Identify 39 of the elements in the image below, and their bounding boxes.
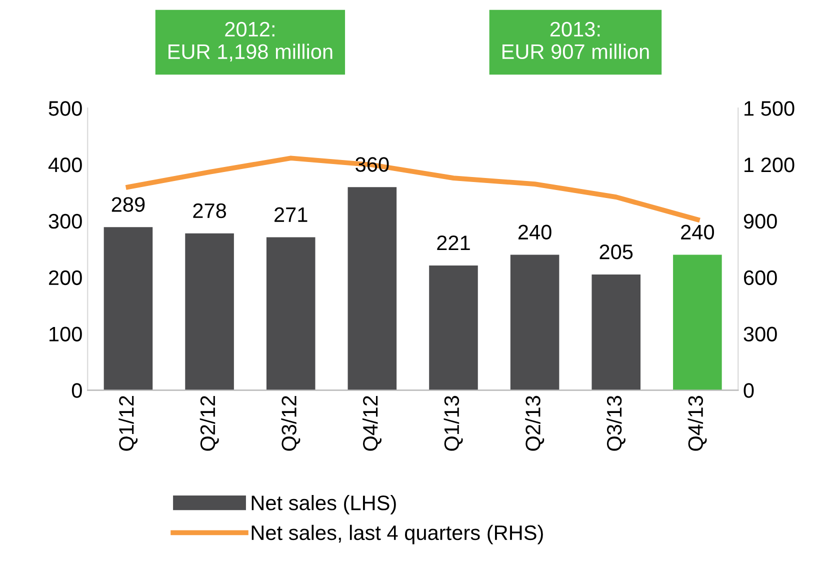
bar [348, 187, 397, 390]
x-tick-label: Q1/12 [118, 396, 138, 451]
x-tick-label: Q1/13 [444, 396, 463, 451]
data-label: 289 [112, 197, 145, 212]
legend-label: Net sales, last 4 quarters (RHS) [252, 524, 543, 544]
x-tick-label: Q4/13 [688, 396, 707, 451]
bar [592, 274, 641, 390]
y-tick-label: 400 [48, 158, 82, 172]
x-tick-label: Q2/12 [200, 396, 219, 451]
data-label: 278 [193, 203, 226, 218]
bar [266, 237, 316, 390]
y-tick-label: 300 [48, 214, 82, 229]
text: 2013: EUR 907 million [502, 22, 649, 60]
data-label: 240 [518, 224, 552, 240]
data-label: 221 [437, 236, 470, 250]
y2-tick-label: 0 [744, 383, 754, 398]
y2-tick-label: 600 [744, 270, 777, 286]
x-tick-label: Q4/12 [362, 396, 382, 451]
legend-label: Net sales (LHS) [252, 494, 396, 514]
y-tick-label: 500 [48, 101, 82, 116]
bar [510, 254, 560, 390]
bar [429, 265, 478, 390]
bar [104, 227, 153, 390]
y2-tick-label: 900 [744, 214, 777, 229]
x-tick-label: Q3/13 [606, 396, 626, 451]
x-tick-label: Q2/13 [525, 396, 544, 451]
y-tick-label: 0 [72, 383, 82, 398]
bar [185, 233, 234, 390]
data-label: 271 [274, 207, 308, 222]
y2-tick-label: 300 [744, 326, 777, 342]
data-label: 205 [600, 244, 633, 260]
text: 2012: EUR 1,198 million [168, 22, 332, 62]
x-tick-label: Q3/12 [281, 396, 300, 451]
y2-tick-label: 1 200 [744, 158, 794, 172]
y-tick-label: 200 [49, 270, 82, 286]
y-tick-label: 100 [50, 326, 82, 342]
y2-tick-label: 1 500 [744, 101, 794, 116]
data-label: 240 [681, 224, 714, 240]
bar [673, 254, 722, 390]
